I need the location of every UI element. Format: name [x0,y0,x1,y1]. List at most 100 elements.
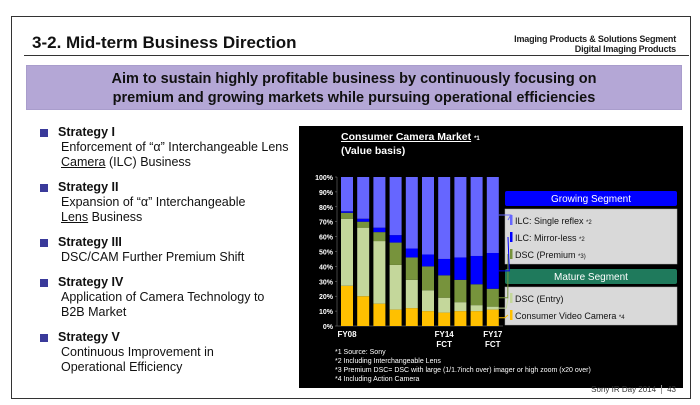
legend-group-label: Mature Segment [554,272,628,283]
footnote: *4 Including Action Camera [335,376,420,383]
bar-segment [341,211,353,213]
legend-item-note: *3) [578,254,586,260]
legend-box [504,286,678,326]
bar-segment [341,212,353,219]
y-tick-label: 10% [319,309,334,316]
legend-swatch [510,215,513,225]
bar-segment [405,177,418,249]
strategy-title: Strategy V [58,330,120,344]
bar-segment [486,177,499,253]
legend-connector [498,214,512,221]
bar-segment [373,177,386,228]
bar-segment [341,177,353,212]
bar-segment [422,266,434,291]
y-tick-label: 70% [319,220,334,227]
y-tick-label: 20% [319,294,334,301]
bar-segment [357,296,370,326]
strategy-desc-line: (ILC) Business [105,155,191,169]
bar-segment [422,177,434,255]
bar-segment [454,177,467,258]
strategy-desc: Application of Camera Technology to B2B M… [58,290,302,320]
bar-segment [389,264,402,310]
strategy-desc-line: Continuous Improvement in [61,345,214,359]
strategy-desc-underlined: Lens [61,210,89,224]
strategy-title: Strategy I [58,125,115,139]
strategy-desc: Expansion of “α” Interchangeable Lens Bus… [58,195,302,225]
legend-connector [498,236,510,272]
chart-subtitle: (Value basis) [341,145,406,157]
bar-segment [486,309,499,326]
bar-segment [405,279,418,309]
footnote: *1 Source: Sony [335,349,386,356]
legend-item-label: ILC: Single reflex *2 [515,216,592,226]
strategy-desc-line: Enforcement of “α” Interchangeable Lens [61,140,289,154]
legend-box [504,208,678,265]
page-title: 3-2. Mid-term Business Direction [32,33,297,52]
strategy-desc-underlined: Camera [61,155,106,169]
y-tick-label: 40% [319,264,334,271]
y-tick-label: 0% [323,324,334,331]
strategy-item: Strategy II Expansion of “α” Interchange… [40,180,302,225]
banner-line-1: Aim to sustain highly profitable busines… [111,71,597,87]
strategy-title: Strategy III [58,235,122,249]
strategy-desc: DSC/CAM Further Premium Shift [58,250,302,265]
bar-segment [470,177,483,256]
bar-segment [357,218,370,222]
x-tick-label: FY14 [435,330,455,339]
legend-connector [498,314,509,319]
footnotes: *1 Source: Sony *2 Including Interchange… [335,348,591,384]
bar-segment [373,227,386,233]
legend-item-label: DSC (Entry) [515,294,564,304]
strategy-desc-line: Business [88,210,143,224]
y-tick-label: 50% [319,250,334,257]
legend-item-note: *2 [579,237,585,243]
square-bullet-icon [40,129,48,137]
square-bullet-icon [40,279,48,287]
chart-title: Consumer Camera Market [341,131,472,143]
banner-line-2: premium and growing markets while pursui… [112,90,596,106]
stacked-bar-chart: 0% 10% 20% 30% 40% 50% 60% 70% 80% 90% 100% FY08 FY1… [315,175,678,349]
chart-title-block: Consumer Camera Market *1 (Value basis) [341,131,480,157]
strategy-desc-line: B2B Market [61,305,127,319]
y-tick-label: 100% [315,175,334,182]
legend-item-label: DSC (Premium *3) [515,250,586,260]
bar-segment [373,303,386,326]
slide-footer: Sony IR Day 2014 43 [591,385,676,394]
strategy-item: Strategy V Continuous Improvement in Oper… [40,330,302,375]
bar-segment [438,258,451,276]
strategy-title: Strategy IV [58,275,124,289]
legend-group-label: Growing Segment [551,194,631,205]
bar-segment [405,248,418,258]
title-divider [24,55,689,56]
y-tick-label: 90% [319,190,334,197]
strategy-desc-line: DSC/CAM Further Premium Shift [61,250,245,264]
bar-segment [422,290,434,312]
market-chart-panel: Consumer Camera Market *1 (Value basis) … [299,126,683,388]
y-tick-label: 30% [319,279,334,286]
bar-segment [422,311,434,326]
strategy-item: Strategy III DSC/CAM Further Premium Shi… [40,235,302,265]
legend-item-label: Consumer Video Camera *4 [515,311,625,321]
bar-segment [341,285,353,326]
bar-segment [405,257,418,280]
legend-item-note: *2 [586,220,592,226]
bar-segment [454,311,467,326]
strategy-desc-line: Expansion of “α” Interchangeable [61,195,246,209]
legend-swatch [510,232,513,242]
chart-title-note: *1 [474,136,480,142]
bar-segment [486,306,499,310]
legend-swatch [510,293,513,303]
bar-segment [438,177,451,259]
square-bullet-icon [40,239,48,247]
legend-swatch [510,249,513,259]
legend-group-header [505,191,677,206]
bar-segment [486,252,499,289]
legend-swatch [510,310,513,320]
slide: 3-2. Mid-term Business Direction Imaging… [11,16,691,399]
x-tick-label: FCT [436,340,452,349]
bar-segment [373,232,386,242]
bar-segment [454,279,467,303]
event-name: Sony IR Day 2014 [591,385,657,394]
legend-item-note: *4 [619,315,625,321]
strategy-desc-line: Application of Camera Technology to [61,290,265,304]
